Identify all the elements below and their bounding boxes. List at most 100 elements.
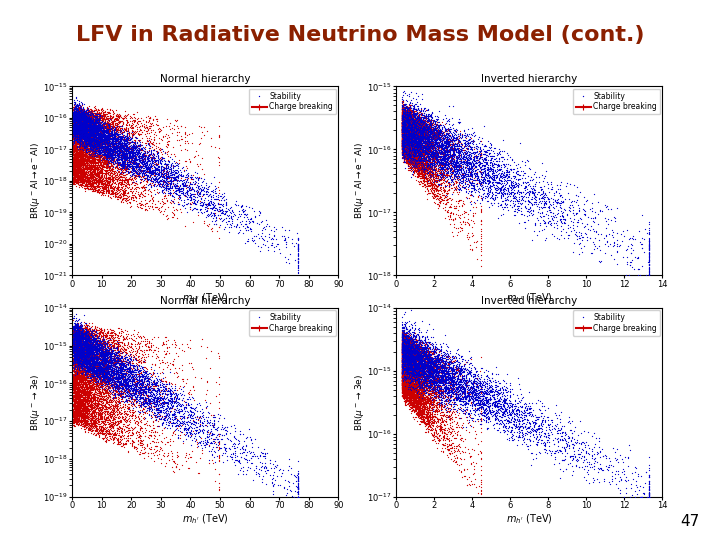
Point [73, 357, 85, 366]
Point [73, 343, 84, 352]
Point [104, 364, 116, 373]
Point [405, 387, 417, 395]
Point [396, 329, 408, 338]
Point [88, 124, 99, 132]
Point [406, 116, 418, 125]
Point [429, 395, 441, 404]
Point [145, 175, 156, 184]
Point [409, 145, 420, 154]
Point [461, 171, 472, 180]
Point [401, 123, 413, 132]
Point [443, 140, 454, 149]
Point [102, 119, 113, 127]
Point [434, 357, 446, 366]
Point [77, 117, 89, 126]
Point [91, 400, 102, 409]
Point [403, 125, 415, 134]
Point [424, 163, 436, 171]
Point [428, 126, 439, 134]
Point [104, 349, 115, 358]
Point [400, 350, 411, 359]
Point [99, 140, 110, 149]
Point [427, 146, 438, 154]
Point [69, 324, 81, 333]
Point [68, 325, 80, 334]
Point [443, 152, 454, 161]
Point [144, 383, 156, 391]
Point [481, 383, 492, 392]
Point [413, 350, 425, 359]
Point [399, 122, 410, 130]
Point [77, 325, 89, 333]
Point [413, 352, 424, 360]
Point [408, 339, 419, 348]
Point [413, 420, 425, 428]
Point [414, 142, 426, 151]
Point [81, 141, 93, 150]
Point [77, 401, 89, 410]
Point [70, 109, 81, 117]
Point [86, 125, 98, 134]
Point [213, 189, 225, 198]
Point [410, 390, 422, 399]
Point [412, 361, 423, 369]
Point [400, 128, 412, 137]
Point [89, 332, 101, 341]
Point [73, 330, 84, 339]
Point [112, 356, 124, 364]
Point [99, 126, 111, 135]
Point [396, 143, 408, 152]
Point [398, 135, 410, 144]
Point [402, 135, 414, 144]
Point [408, 146, 420, 154]
Point [466, 161, 477, 170]
Point [403, 380, 415, 389]
Point [492, 178, 504, 186]
Point [99, 155, 110, 164]
Point [408, 374, 420, 382]
Point [129, 148, 140, 157]
Point [508, 416, 520, 425]
Point [477, 387, 489, 396]
Point [68, 366, 79, 374]
Point [452, 379, 464, 388]
Point [404, 141, 415, 150]
Point [176, 187, 188, 195]
Point [493, 424, 505, 433]
Point [68, 334, 79, 342]
Point [415, 156, 427, 165]
Point [91, 118, 103, 126]
Point [406, 156, 418, 164]
Point [400, 134, 412, 143]
Point [80, 151, 91, 159]
Point [89, 131, 100, 139]
Point [551, 413, 562, 422]
Point [620, 476, 631, 485]
Point [72, 328, 84, 337]
Point [469, 176, 481, 185]
Point [403, 386, 415, 394]
Point [399, 112, 410, 120]
Point [400, 360, 412, 368]
Point [471, 145, 482, 153]
Point [498, 402, 509, 410]
Point [403, 116, 415, 124]
Point [400, 351, 412, 360]
Point [138, 170, 150, 178]
Point [407, 139, 418, 148]
Point [415, 376, 427, 385]
Point [91, 154, 102, 163]
Point [84, 421, 95, 429]
Point [413, 136, 425, 144]
Point [420, 373, 432, 382]
Point [70, 364, 81, 373]
Point [436, 163, 448, 172]
Point [170, 174, 181, 183]
Point [99, 107, 110, 116]
Point [97, 359, 109, 368]
Point [79, 150, 91, 158]
Point [134, 381, 145, 389]
Point [456, 164, 467, 172]
Point [75, 122, 86, 130]
Point [453, 159, 464, 168]
